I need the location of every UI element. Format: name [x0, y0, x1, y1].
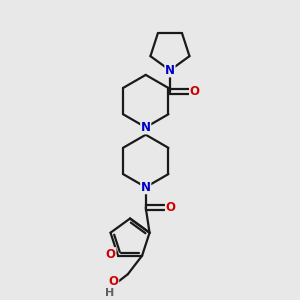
- Text: O: O: [106, 248, 116, 261]
- Text: N: N: [141, 181, 151, 194]
- Text: O: O: [190, 85, 200, 98]
- Text: N: N: [141, 121, 151, 134]
- Text: H: H: [105, 288, 115, 298]
- Text: O: O: [109, 275, 118, 288]
- Text: N: N: [165, 64, 175, 77]
- Text: O: O: [166, 201, 176, 214]
